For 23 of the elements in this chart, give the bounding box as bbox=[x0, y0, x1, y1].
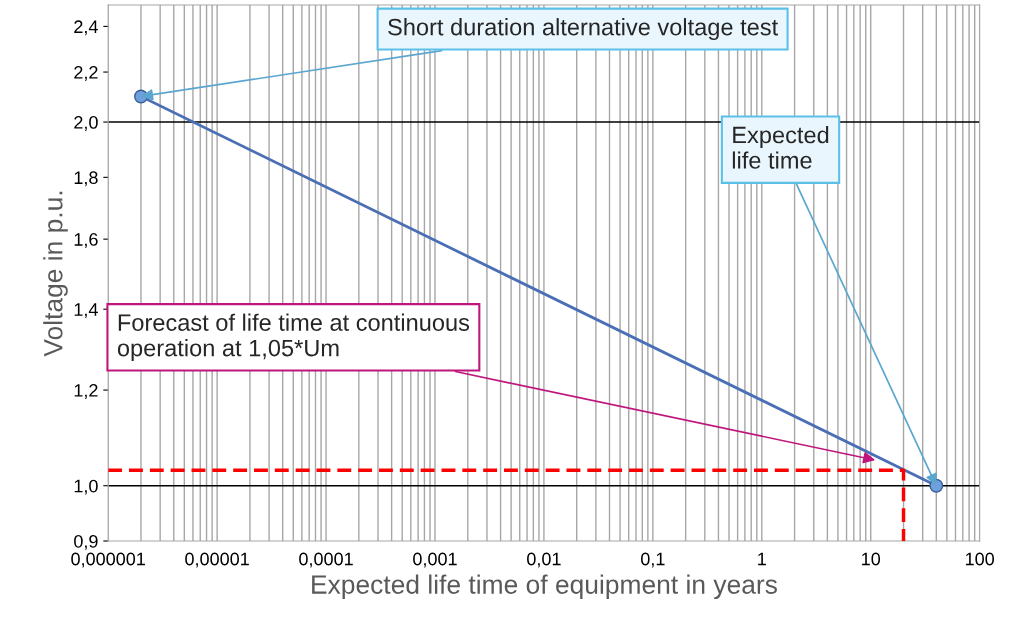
x-tick-label: 10 bbox=[862, 552, 881, 566]
y-axis-title: Voltage in p.u. bbox=[43, 191, 68, 357]
x-tick-label: 0,01 bbox=[527, 552, 561, 568]
y-tick-label: 1,8 bbox=[74, 171, 98, 187]
annotation: Expected life time bbox=[732, 126, 829, 169]
annotation: Forecast of life time at continuous operation at 1,05*Um bbox=[117, 313, 470, 362]
x-tick-label: 100 bbox=[965, 552, 995, 566]
y-tick-label: 2,0 bbox=[74, 116, 98, 131]
annotation: Short duration alternative voltage test bbox=[388, 18, 779, 41]
y-tick-label: 2,2 bbox=[74, 66, 98, 81]
x-tick-label: 0,000001 bbox=[71, 552, 145, 568]
x-tick-label: 1 bbox=[758, 552, 766, 566]
y-tick-label: 1,6 bbox=[74, 233, 98, 248]
x-tick-label: 0,001 bbox=[413, 552, 457, 568]
x-tick-label: 0,0001 bbox=[299, 552, 353, 568]
y-tick-label: 0,9 bbox=[74, 534, 98, 550]
y-tick-label: 2,4 bbox=[74, 20, 98, 36]
y-tick-label: 1,2 bbox=[74, 384, 98, 399]
y-tick-label: 1,4 bbox=[74, 303, 98, 319]
x-axis-title: Expected life time of equipment in years bbox=[312, 574, 777, 600]
y-tick-label: 1,0 bbox=[74, 479, 98, 495]
x-tick-label: 0,1 bbox=[641, 552, 665, 568]
x-tick-label: 0,00001 bbox=[185, 552, 249, 568]
